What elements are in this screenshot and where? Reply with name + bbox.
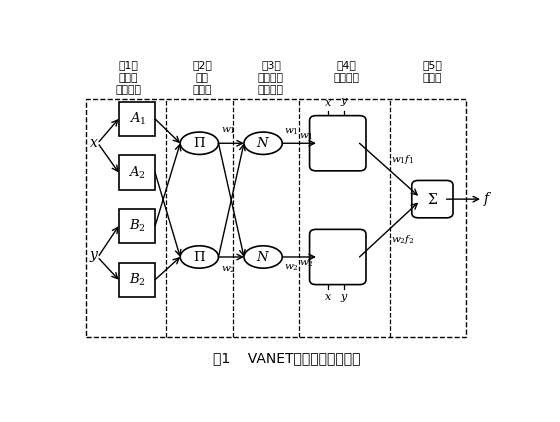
Text: $A_2$: $A_2$ bbox=[128, 165, 146, 181]
Text: $y$: $y$ bbox=[88, 249, 99, 265]
Text: $w_2f_2$: $w_2f_2$ bbox=[391, 233, 414, 246]
Text: $w_1$: $w_1$ bbox=[284, 127, 299, 138]
Text: $w_2$: $w_2$ bbox=[284, 263, 299, 273]
Text: $A_1$: $A_1$ bbox=[129, 111, 146, 127]
FancyBboxPatch shape bbox=[119, 155, 155, 189]
Text: 第4层
自适应层: 第4层 自适应层 bbox=[334, 60, 360, 83]
Text: $B_2$: $B_2$ bbox=[129, 272, 146, 288]
FancyBboxPatch shape bbox=[119, 102, 155, 136]
Text: $x$: $x$ bbox=[89, 136, 99, 150]
Text: $w_1$: $w_1$ bbox=[300, 131, 314, 142]
Text: $y$: $y$ bbox=[340, 96, 349, 108]
Text: $x$: $x$ bbox=[324, 98, 332, 108]
Text: $N$: $N$ bbox=[256, 136, 270, 150]
FancyBboxPatch shape bbox=[119, 262, 155, 297]
Text: $\Sigma$: $\Sigma$ bbox=[427, 192, 438, 207]
FancyBboxPatch shape bbox=[310, 116, 366, 171]
Text: $w_1f_1$: $w_1f_1$ bbox=[391, 153, 414, 166]
Ellipse shape bbox=[180, 246, 218, 268]
Text: 第5层
输出层: 第5层 输出层 bbox=[422, 60, 442, 83]
Text: $f$: $f$ bbox=[483, 190, 493, 208]
Text: $x$: $x$ bbox=[324, 292, 332, 302]
Ellipse shape bbox=[180, 132, 218, 154]
Text: 第3层
模糊强度
归一化层: 第3层 模糊强度 归一化层 bbox=[258, 60, 284, 95]
FancyBboxPatch shape bbox=[412, 181, 453, 218]
Text: $\Pi$: $\Pi$ bbox=[193, 136, 206, 150]
FancyBboxPatch shape bbox=[310, 230, 366, 284]
FancyBboxPatch shape bbox=[119, 209, 155, 243]
Text: $y$: $y$ bbox=[340, 292, 349, 304]
Ellipse shape bbox=[244, 246, 282, 268]
Ellipse shape bbox=[244, 132, 282, 154]
Text: $w_2$: $w_2$ bbox=[299, 259, 314, 269]
Text: 第1层
自适应
模糊化层: 第1层 自适应 模糊化层 bbox=[115, 60, 142, 95]
Text: $N$: $N$ bbox=[256, 250, 270, 264]
Text: 图1    VANET中的神经模糊系统: 图1 VANET中的神经模糊系统 bbox=[213, 351, 361, 365]
Text: $w_1$: $w_1$ bbox=[221, 126, 235, 136]
Text: 第2层
模糊
规则层: 第2层 模糊 规则层 bbox=[193, 60, 212, 95]
Text: $w_2$: $w_2$ bbox=[221, 264, 235, 275]
Text: $B_2$: $B_2$ bbox=[129, 218, 146, 234]
Text: $\Pi$: $\Pi$ bbox=[193, 250, 206, 264]
